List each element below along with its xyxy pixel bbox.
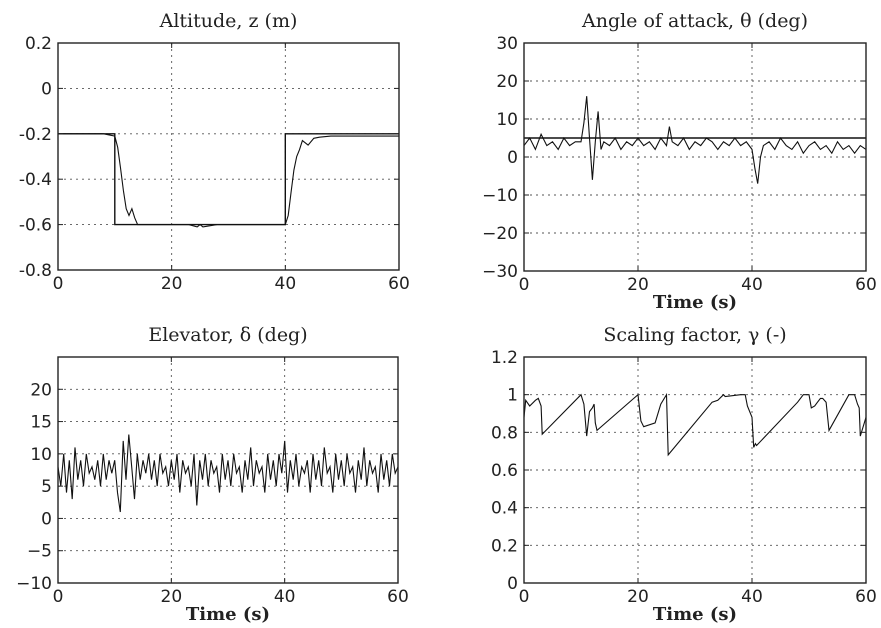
chart-title: Altitude, z (m) xyxy=(159,10,298,32)
x-tick-label: 40 xyxy=(274,587,296,607)
y-tick-label: −10 xyxy=(482,186,518,206)
x-tick-label: 20 xyxy=(161,274,183,294)
y-tick-label: 10 xyxy=(30,445,52,465)
y-tick-label: -0.2 xyxy=(19,125,52,145)
y-tick-label: 1.2 xyxy=(491,348,518,368)
x-tick-label: 0 xyxy=(53,274,64,294)
x-axis-label: Time (s) xyxy=(186,604,270,625)
y-tick-label: 30 xyxy=(496,34,518,54)
x-tick-label: 0 xyxy=(53,587,64,607)
y-tick-label: 0.6 xyxy=(491,461,518,481)
subplot-2: 0 20 40 60 30 20 10 0 −10 −20 −30 Angle of attack, … xyxy=(482,10,877,313)
x-tick-label: 20 xyxy=(627,275,649,295)
x-tick-label: 20 xyxy=(627,587,649,607)
y-tick-label: -0.8 xyxy=(19,261,52,281)
y-tick-label: 5 xyxy=(41,477,52,497)
x-axis-label: Time (s) xyxy=(653,604,737,625)
y-tick-label: 20 xyxy=(496,72,518,92)
y-tick-label: 0.2 xyxy=(491,536,518,556)
y-tick-label: 10 xyxy=(496,110,518,130)
y-tick-label: 1 xyxy=(507,386,518,406)
x-tick-label: 60 xyxy=(855,275,877,295)
y-tick-label: −30 xyxy=(482,262,518,282)
x-tick-label: 60 xyxy=(387,587,409,607)
x-axis-label: Time (s) xyxy=(653,292,737,313)
y-tick-label: −5 xyxy=(27,542,52,562)
plot-frame xyxy=(523,42,867,272)
y-tick-label: 0 xyxy=(41,79,52,99)
x-tick-label: 0 xyxy=(519,587,530,607)
subplot-4: 0 20 40 60 1.2 1 0.8 0.6 0.4 0.2 0 Scaling factor, … xyxy=(491,324,877,625)
series-response xyxy=(57,434,399,513)
y-tick-label: 0.8 xyxy=(491,423,518,443)
y-tick-label: −10 xyxy=(16,574,52,594)
chart-title: Elevator, δ (deg) xyxy=(148,324,307,346)
y-tick-label: -0.4 xyxy=(19,170,52,190)
plot-frame xyxy=(57,356,399,584)
x-tick-label: 20 xyxy=(161,587,183,607)
series-response xyxy=(58,133,399,228)
x-tick-label: 0 xyxy=(519,275,530,295)
y-tick-label: 0 xyxy=(507,574,518,594)
chart-title: Scaling factor, γ (-) xyxy=(603,324,786,346)
y-tick-label: 0.4 xyxy=(491,499,518,519)
x-tick-label: 40 xyxy=(741,275,763,295)
y-tick-label: 20 xyxy=(30,380,52,400)
subplot-1: 0 20 40 60 0.2 0 -0.2 -0.4 -0.6 -0.8 Altitude, z (… xyxy=(19,10,410,294)
chart-title: Angle of attack, θ (deg) xyxy=(581,10,808,32)
y-tick-label: 0 xyxy=(507,148,518,168)
x-tick-label: 40 xyxy=(741,587,763,607)
series-response xyxy=(523,96,867,184)
x-tick-label: 60 xyxy=(388,274,410,294)
subplot-3: 0 20 40 60 20 15 10 5 0 −5 −10 Elevator, δ (deg) Tim… xyxy=(16,324,409,625)
x-tick-label: 40 xyxy=(275,274,297,294)
plot-frame xyxy=(523,356,867,584)
plot-frame xyxy=(57,42,400,271)
y-tick-label: -0.6 xyxy=(19,216,52,236)
x-tick-label: 60 xyxy=(855,587,877,607)
y-tick-label: 0.2 xyxy=(25,34,52,54)
y-tick-label: 0 xyxy=(41,509,52,529)
y-tick-label: −20 xyxy=(482,224,518,244)
series-response xyxy=(523,392,867,457)
y-tick-label: 15 xyxy=(30,413,52,433)
